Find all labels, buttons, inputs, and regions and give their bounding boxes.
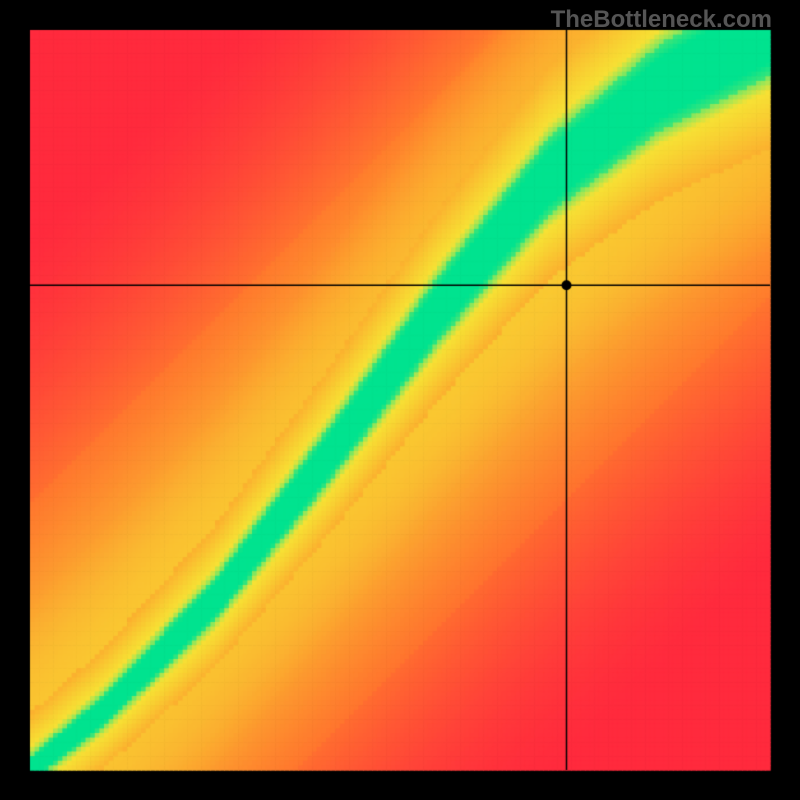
bottleneck-heatmap bbox=[0, 0, 800, 800]
chart-container: TheBottleneck.com bbox=[0, 0, 800, 800]
watermark-text: TheBottleneck.com bbox=[551, 6, 772, 34]
